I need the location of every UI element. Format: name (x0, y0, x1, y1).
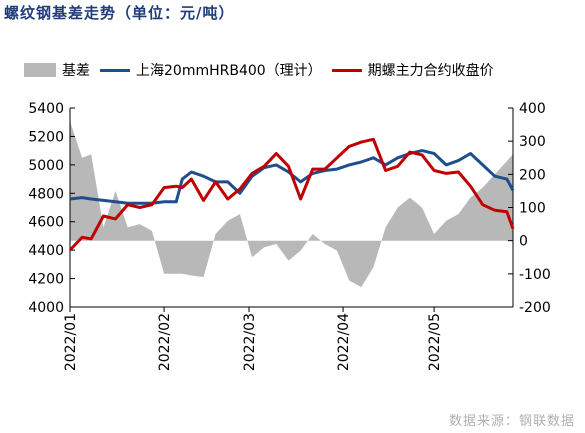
tick-labels-layer: 5400 5200 5000 4800 4600 4400 4200 4000 400 300 20… (28, 101, 550, 371)
left-tick-label: 4800 (28, 186, 64, 202)
source-note: 数据来源：钢联数据 (448, 414, 575, 429)
legend-swatch-futures (331, 68, 362, 72)
x-tick-label: 2022/01 (63, 313, 79, 371)
legend-item-futures: 期螺主力合约收盘价 (331, 60, 494, 80)
right-tick-label: 400 (519, 101, 546, 117)
x-tick-label: 2022/05 (427, 313, 443, 371)
basis-area-layer (70, 121, 513, 288)
legend-item-spot: 上海20mmHRB400（理计） (100, 60, 322, 80)
series-lines-layer (68, 137, 515, 252)
legend-swatch-spot (100, 68, 130, 72)
futures-price-line (68, 137, 515, 252)
legend-label-futures: 期螺主力合约收盘价 (367, 63, 494, 79)
legend-label-spot: 上海20mmHRB400（理计） (136, 63, 322, 79)
legend-swatch-basis (24, 63, 56, 77)
axes-layer (69, 107, 514, 312)
basis-area (70, 121, 513, 288)
right-tick-label: 300 (519, 134, 546, 150)
right-tick-label: -200 (519, 300, 551, 316)
legend-item-basis: 基差 (24, 60, 90, 80)
left-tick-label: 5200 (28, 129, 64, 145)
legend: 基差 上海20mmHRB400（理计） 期螺主力合约收盘价 (24, 60, 504, 80)
left-tick-label: 4400 (28, 243, 64, 259)
left-tick-label: 5400 (28, 101, 64, 117)
left-tick-label: 5000 (28, 158, 64, 174)
x-tick-label: 2022/03 (242, 313, 258, 371)
left-tick-label: 4200 (28, 272, 64, 288)
left-tick-label: 4000 (28, 300, 64, 316)
chart-title: 螺纹钢基差走势（单位：元/吨） (4, 4, 235, 22)
legend-label-basis: 基差 (62, 63, 90, 79)
spot-price-line (69, 149, 515, 205)
right-tick-label: 200 (519, 167, 546, 183)
x-tick-label: 2022/04 (336, 313, 352, 371)
right-tick-label: 100 (519, 201, 546, 217)
right-tick-label: 0 (519, 234, 528, 250)
left-tick-label: 4600 (28, 215, 64, 231)
right-tick-label: -100 (519, 267, 551, 283)
x-tick-label: 2022/02 (157, 313, 173, 371)
